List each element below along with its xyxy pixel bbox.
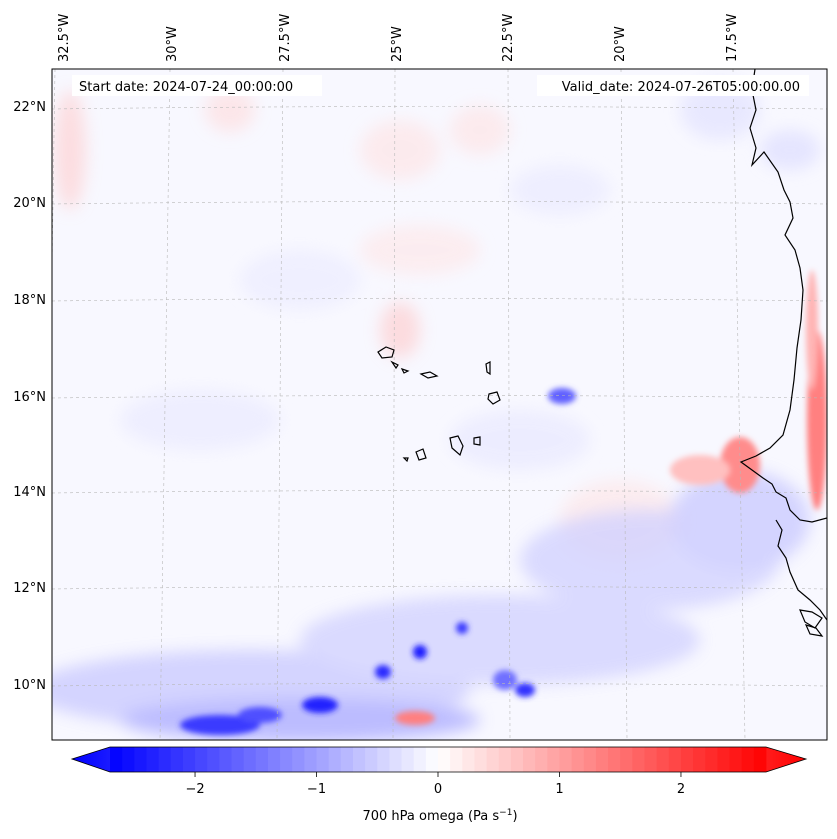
colorbar-step (608, 747, 621, 772)
colorbar-ticks: −2 −1 0 1 2 (185, 772, 685, 797)
colorbar-step (134, 747, 147, 772)
lon-label: 17.5°W (725, 14, 740, 62)
colorbar-step (425, 747, 439, 772)
colorbar-step (680, 747, 694, 772)
colorbar-step (340, 747, 354, 772)
colorbar-steps (110, 747, 767, 772)
colorbar-step (510, 747, 524, 772)
colorbar-step (523, 747, 536, 772)
colorbar-tick-label: 0 (434, 782, 442, 797)
lat-label: 16°N (13, 390, 46, 405)
colorbar-label-text: 700 hPa omega (Pa s (362, 809, 499, 824)
valid-date-label: Valid_date: 2024-07-26T05:00:00.00 (562, 80, 800, 95)
colorbar-step (413, 747, 427, 772)
colorbar-step (559, 747, 573, 772)
start-date-box (72, 75, 322, 96)
colorbar-step (365, 747, 378, 772)
colorbar-step (741, 747, 755, 772)
colorbar-outline (70, 746, 808, 773)
lon-label: 25°W (390, 26, 405, 62)
colorbar: −2 −1 0 1 2 700 hPa omega (Pa s−1) (70, 746, 808, 824)
map-frame (51, 68, 828, 741)
colorbar-step (389, 747, 402, 772)
colorbar-label-exponent: −1 (499, 808, 512, 818)
colorbar-step (158, 747, 172, 772)
colorbar-step (668, 747, 682, 772)
colorbar-step (304, 747, 317, 772)
colorbar-step (498, 747, 512, 772)
colorbar-step (547, 747, 560, 772)
map-panel[interactable]: Start date: 2024-07-24_00:00:00 Valid_da… (30, 68, 828, 742)
omega-field (52, 80, 827, 740)
coastline (739, 69, 827, 637)
lon-label: 22.5°W (501, 14, 516, 62)
colorbar-step (146, 747, 159, 772)
colorbar-step (352, 747, 366, 772)
colorbar-step (474, 747, 487, 772)
longitude-labels: 32.5°W 30°W 27.5°W 25°W 22.5°W 20°W 17.5… (57, 14, 740, 62)
cape-verde-islands (377, 346, 501, 463)
lat-label: 20°N (13, 196, 46, 211)
colorbar-step (450, 747, 463, 772)
lon-label: 32.5°W (57, 14, 72, 62)
colorbar-step (328, 747, 342, 772)
colorbar-step (280, 747, 293, 772)
colorbar-step (620, 747, 633, 772)
colorbar-step (656, 747, 670, 772)
colorbar-step (583, 747, 597, 772)
lat-label: 10°N (13, 678, 46, 693)
colorbar-step (632, 747, 645, 772)
colorbar-step (195, 747, 208, 772)
colorbar-step (486, 747, 500, 772)
colorbar-step (219, 747, 232, 772)
colorbar-label: 700 hPa omega (Pa s−1) (362, 808, 517, 824)
colorbar-tick-label: −2 (185, 782, 204, 797)
lat-label: 14°N (13, 485, 46, 500)
colorbar-step (255, 747, 269, 772)
colorbar-step (729, 747, 743, 772)
lon-label: 20°W (613, 26, 628, 62)
colorbar-step (182, 747, 196, 772)
lon-label: 27.5°W (278, 14, 293, 62)
lon-label: 30°W (165, 26, 180, 62)
colorbar-step (243, 747, 257, 772)
colorbar-step (717, 747, 730, 772)
colorbar-step (110, 747, 123, 772)
colorbar-step (535, 747, 548, 772)
colorbar-tick-label: 1 (555, 782, 563, 797)
graticule (52, 69, 827, 740)
colorbar-step (207, 747, 220, 772)
colorbar-step (122, 747, 135, 772)
colorbar-step (401, 747, 415, 772)
start-date-label: Start date: 2024-07-24_00:00:00 (79, 80, 293, 95)
colorbar-step (753, 747, 767, 772)
colorbar-step (377, 747, 390, 772)
colorbar-step (267, 747, 281, 772)
lat-label: 18°N (13, 293, 46, 308)
colorbar-step (316, 747, 330, 772)
latitude-labels: 22°N 20°N 18°N 16°N 14°N 12°N 10°N (13, 100, 46, 693)
colorbar-step (462, 747, 475, 772)
colorbar-step (693, 747, 706, 772)
colorbar-tick-label: 2 (677, 782, 685, 797)
lat-label: 22°N (13, 100, 46, 115)
colorbar-label-close: ) (512, 809, 517, 824)
lat-label: 12°N (13, 581, 46, 596)
valid-date-box (537, 75, 809, 96)
colorbar-step (571, 747, 585, 772)
colorbar-step (292, 747, 305, 772)
colorbar-step (170, 747, 184, 772)
colorbar-step (438, 747, 451, 772)
colorbar-step (644, 747, 658, 772)
colorbar-tick-label: −1 (307, 782, 326, 797)
colorbar-step (595, 747, 609, 772)
colorbar-step (705, 747, 718, 772)
colorbar-step (231, 747, 245, 772)
